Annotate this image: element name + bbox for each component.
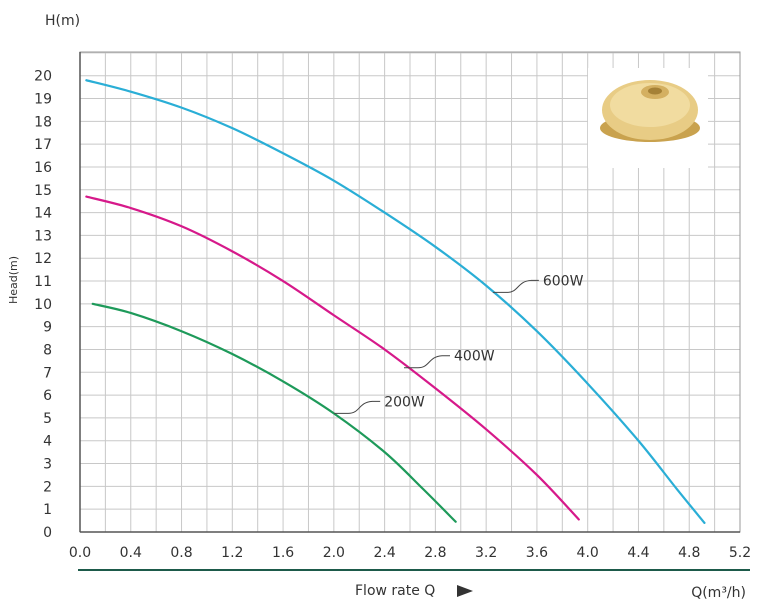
- x-tick-label: 4.0: [577, 545, 599, 561]
- arrow-right-icon: [457, 585, 473, 597]
- y-tick-label: 13: [34, 228, 52, 244]
- y-tick-label: 1: [43, 502, 52, 518]
- y-tick-label: 4: [43, 434, 52, 450]
- y-tick-label: 20: [34, 69, 52, 85]
- x-tick-label: 5.2: [729, 545, 751, 561]
- y-axis-side-label: Head(m): [7, 256, 20, 304]
- x-axis-unit: Q(m³/h): [691, 585, 746, 601]
- x-tick-label: 1.2: [221, 545, 243, 561]
- y-tick-label: 0: [43, 525, 52, 541]
- plot-frame: [79, 51, 741, 533]
- x-tick-label: 0.4: [120, 545, 142, 561]
- x-tick-label: 1.6: [272, 545, 294, 561]
- y-tick-label: 15: [34, 183, 52, 199]
- series-label-400w: 400W: [454, 349, 495, 365]
- y-tick-label: 10: [34, 297, 52, 313]
- y-tick-label: 11: [34, 274, 52, 290]
- leader-600w: [492, 279, 539, 293]
- curves: 600W 400W 200W: [85, 79, 706, 524]
- impeller-image: [588, 68, 708, 168]
- series-label-200w: 200W: [384, 394, 425, 410]
- y-tick-label: 3: [43, 457, 52, 473]
- x-tick-label: 4.4: [627, 545, 649, 561]
- x-tick-label: 2.8: [424, 545, 446, 561]
- x-tick-label: 3.2: [475, 545, 497, 561]
- y-tick-label: 8: [43, 342, 52, 358]
- y-tick-label: 14: [34, 206, 52, 222]
- y-tick-label: 12: [34, 251, 52, 267]
- y-axis-title: H(m): [45, 13, 80, 29]
- leader-400w: [404, 355, 450, 369]
- y-tick-label: 7: [43, 365, 52, 381]
- x-tick-label: 2.0: [323, 545, 345, 561]
- series-label-600w: 600W: [543, 273, 584, 289]
- y-tick-label: 9: [43, 320, 52, 336]
- curve-400w: [85, 195, 580, 521]
- y-tick-label: 19: [34, 92, 52, 108]
- y-tick-label: 18: [34, 114, 52, 130]
- x-axis-title: Flow rate Q: [355, 583, 435, 599]
- y-tick-label: 17: [34, 137, 52, 153]
- y-tick-label: 16: [34, 160, 52, 176]
- y-tick-label: 6: [43, 388, 52, 404]
- x-tick-labels: 0.0 0.4 0.8 1.2 1.6 2.0 2.4 2.8 3.2 3.6 4.0 4.4 4.8 5…: [69, 545, 751, 561]
- curve-600w: [85, 79, 706, 524]
- y-tick-label: 5: [43, 411, 52, 427]
- x-tick-label: 3.6: [526, 545, 548, 561]
- x-tick-label: 2.4: [373, 545, 395, 561]
- curve-200w: [91, 302, 457, 523]
- x-tick-label: 4.8: [678, 545, 700, 561]
- leader-200w: [334, 400, 381, 414]
- y-tick-label: 2: [43, 479, 52, 495]
- x-tick-label: 0.0: [69, 545, 91, 561]
- x-tick-label: 0.8: [170, 545, 192, 561]
